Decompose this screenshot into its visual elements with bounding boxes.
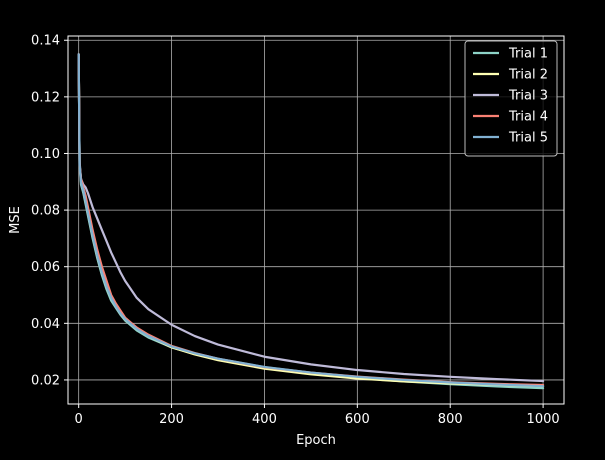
legend-box xyxy=(464,40,558,157)
x-tick-label: 600 xyxy=(345,412,370,427)
axis-ticks: 0 200 400 600 800 1000 0.02 0.04 0.06 0.08 0.10 0.1… xyxy=(31,34,560,427)
legend-label-trial-2: Trial 2 xyxy=(508,68,548,83)
legend: Trial 1 Trial 2 Trial 3 Trial 4 Trial 5 xyxy=(464,40,558,157)
y-tick-label: 0.12 xyxy=(31,90,60,105)
x-tick-label: 400 xyxy=(252,412,277,427)
y-tick-label: 0.10 xyxy=(31,147,60,162)
plot-frame xyxy=(67,35,565,405)
x-tick-label: 0 xyxy=(75,412,83,427)
y-tick-label: 0.08 xyxy=(31,204,60,219)
x-tick-label: 1000 xyxy=(527,412,560,427)
legend-label-trial-1: Trial 1 xyxy=(508,47,548,62)
y-axis-label: MSE xyxy=(8,206,23,234)
y-tick-label: 0.06 xyxy=(31,260,60,275)
y-tick-label: 0.14 xyxy=(31,34,60,49)
x-tick-label: 200 xyxy=(159,412,184,427)
legend-label-trial-4: Trial 4 xyxy=(508,110,548,125)
series-line-trial-3 xyxy=(77,53,545,383)
x-axis-label: Epoch xyxy=(296,433,336,448)
x-tick-label: 800 xyxy=(438,412,463,427)
y-tick-label: 0.04 xyxy=(31,317,60,332)
y-tick-label: 0.02 xyxy=(31,373,60,388)
series-lines xyxy=(77,53,545,390)
series-line-trial-5 xyxy=(77,53,545,388)
legend-label-trial-5: Trial 5 xyxy=(508,131,548,146)
legend-label-trial-3: Trial 3 xyxy=(508,89,548,104)
